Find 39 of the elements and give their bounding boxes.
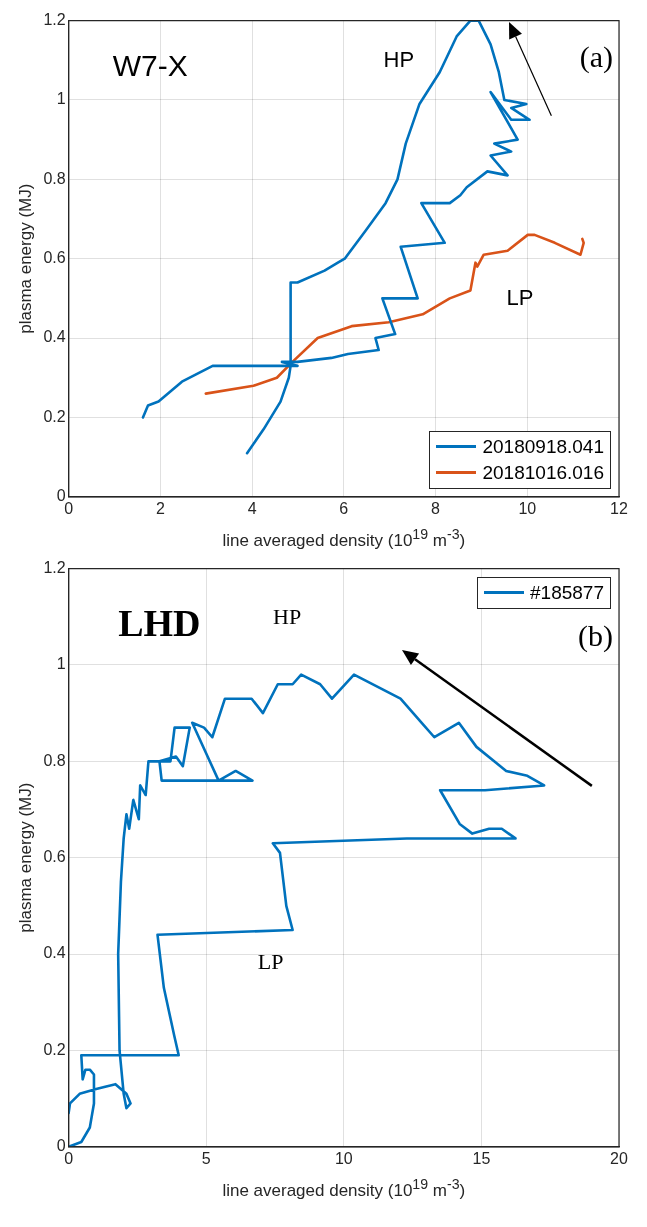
x-tick-label: 6	[339, 499, 349, 517]
y-tick-label: 0	[56, 487, 66, 505]
y-tick-label: 0.6	[43, 848, 66, 866]
annotation: LP	[257, 949, 284, 975]
annotation: (a)	[579, 39, 613, 74]
x-tick-label: 15	[472, 1149, 491, 1167]
x-tick-label: 2	[155, 499, 165, 517]
annotation: HP	[383, 47, 415, 73]
x-tick-label: 5	[201, 1149, 211, 1167]
annotation: HP	[273, 603, 302, 629]
legend-label: 20181016.016	[482, 460, 604, 485]
x-tick-label: 4	[247, 499, 257, 517]
y-tick-label: 0.8	[43, 751, 66, 769]
y-tick-label: 1.2	[43, 559, 66, 577]
annotation: (b)	[578, 618, 613, 653]
x-tick-label: 20	[610, 1149, 628, 1167]
y-tick-label: 0	[56, 1137, 66, 1155]
y-tick-label: 1	[56, 655, 66, 673]
y-tick-label: 0.8	[43, 169, 66, 187]
y-tick-label: 0.2	[43, 407, 66, 425]
x-tick-label: 10	[334, 1149, 353, 1167]
x-tick-label: 8	[431, 499, 441, 517]
x-axis-title: line averaged density (10$^{19}$ m$^{-3}$)	[221, 1176, 467, 1201]
y-tick-label: 0.6	[43, 249, 66, 267]
y-axis-title: plasma energy (MJ)	[15, 782, 35, 933]
y-tick-label: 0.4	[43, 328, 66, 346]
annotation: LHD	[118, 602, 201, 645]
y-tick-label: 0.4	[43, 944, 66, 962]
x-tick-label: 12	[610, 499, 628, 517]
annotation: W7-X	[112, 49, 188, 83]
annotation: LP	[506, 285, 534, 311]
x-axis-title: line averaged density (10$^{19}$ m$^{-3}$)	[221, 526, 467, 551]
x-tick-label: 10	[518, 499, 537, 517]
y-tick-label: 1.2	[43, 11, 66, 29]
y-axis-title: plasma energy (MJ)	[15, 183, 35, 334]
y-tick-label: 0.2	[43, 1040, 66, 1058]
legend-label: 20180918.041	[482, 434, 604, 459]
legend-label: #185877	[530, 580, 604, 605]
y-tick-label: 1	[56, 90, 66, 108]
